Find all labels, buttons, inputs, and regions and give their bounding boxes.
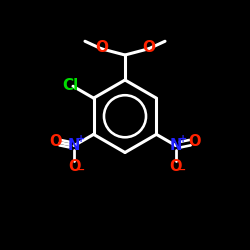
Text: O: O — [142, 40, 155, 56]
Text: +: + — [179, 134, 187, 144]
Text: O: O — [68, 159, 80, 174]
Text: O: O — [170, 159, 182, 174]
Text: −: − — [76, 165, 85, 175]
Text: N: N — [170, 138, 182, 153]
Text: +: + — [77, 134, 85, 144]
Text: O: O — [95, 40, 108, 56]
Text: N: N — [68, 138, 80, 153]
Text: O: O — [188, 134, 201, 149]
Text: −: − — [178, 165, 186, 175]
Text: Cl: Cl — [62, 78, 78, 92]
Text: O: O — [49, 134, 62, 149]
